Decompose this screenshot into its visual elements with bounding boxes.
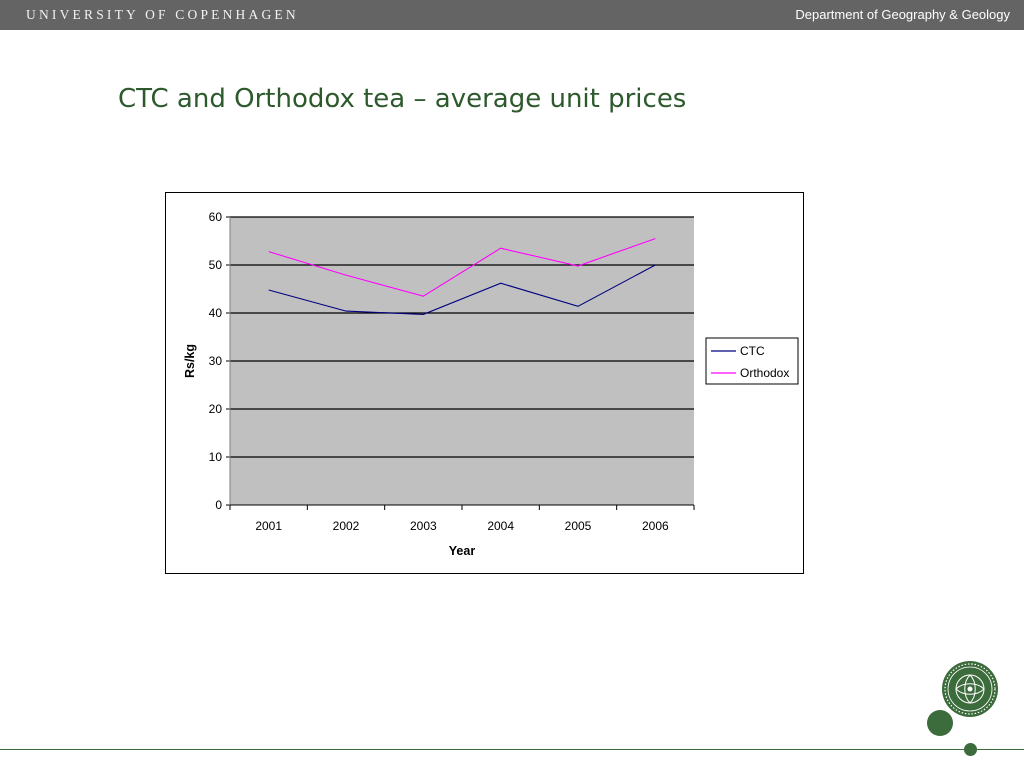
x-tick-label: 2006 [642, 519, 669, 533]
legend-entry: Orthodox [740, 366, 789, 380]
university-name: UNIVERSITY OF COPENHAGEN [26, 7, 299, 22]
y-tick-label: 30 [209, 354, 223, 368]
series-line-orthodox [268, 238, 656, 297]
y-axis-label: Rs/kg [183, 344, 197, 378]
line-chart: 0 10 20 30 40 50 60 2001 2002 2003 2004 2005 2006 Yea… [183, 210, 799, 558]
x-tick-label: 2001 [255, 519, 282, 533]
footer-dot-small [964, 743, 977, 756]
series-line-ctc [268, 264, 656, 315]
legend-box [705, 337, 799, 385]
university-seal-icon [942, 661, 998, 717]
x-tick-label: 2005 [565, 519, 592, 533]
chart-frame: 0 10 20 30 40 50 60 2001 2002 2003 2004 2005 2006 Yea… [165, 192, 804, 574]
x-tick-label: 2002 [333, 519, 360, 533]
footer-dot-large [927, 710, 953, 736]
x-tick-label: 2003 [410, 519, 437, 533]
slide-title: CTC and Orthodox tea – average unit pric… [118, 84, 687, 114]
y-tick-label: 40 [209, 306, 223, 320]
y-tick-label: 60 [209, 210, 223, 224]
department-name: Department of Geography & Geology [795, 7, 1010, 22]
y-tick-label: 20 [209, 402, 223, 416]
y-tick-label: 10 [209, 450, 223, 464]
y-tick-label: 50 [209, 258, 223, 272]
footer-line [0, 749, 1024, 750]
legend-entry: CTC [740, 344, 765, 358]
y-tick-label: 0 [215, 498, 222, 512]
x-tick-label: 2004 [487, 519, 514, 533]
header-bar: UNIVERSITY OF COPENHAGEN Department of G… [0, 0, 1024, 30]
x-axis-label: Year [449, 544, 476, 558]
